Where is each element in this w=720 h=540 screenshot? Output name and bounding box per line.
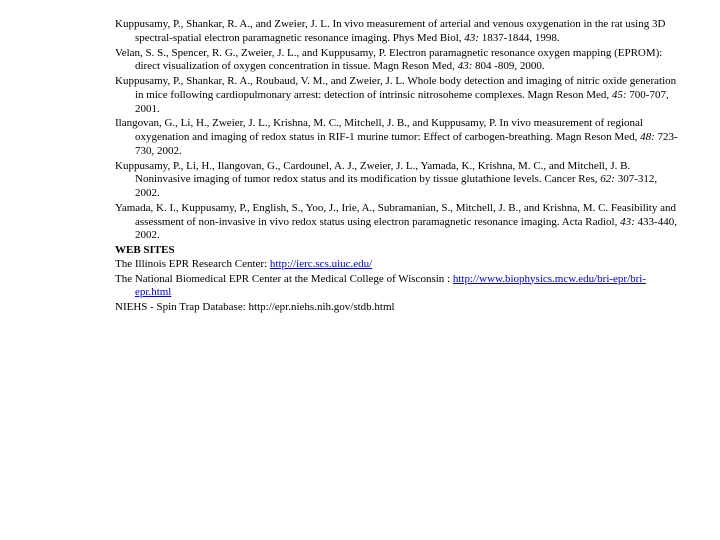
- reference-volume: 62:: [600, 173, 615, 185]
- website-item: The National Biomedical EPR Center at th…: [115, 273, 680, 301]
- website-item: NIEHS - Spin Trap Database: http://epr.n…: [115, 301, 680, 315]
- reference-pages: 804 -809, 2000.: [472, 60, 544, 72]
- reference-item: Kuppusamy, P., Shankar, R. A., Roubaud, …: [115, 75, 680, 116]
- reference-text: Ilangovan, G., Li, H., Zweier, J. L., Kr…: [115, 117, 643, 143]
- website-prefix: NIEHS - Spin Trap Database: http://epr.n…: [115, 301, 395, 313]
- reference-item: Kuppusamy, P., Li, H., Ilangovan, G., Ca…: [115, 160, 680, 201]
- reference-volume: 45:: [612, 89, 627, 101]
- reference-volume: 43:: [620, 216, 635, 228]
- reference-volume: 48:: [640, 131, 655, 143]
- section-header-websites: WEB SITES: [115, 244, 680, 258]
- page-content: Kuppusamy, P., Shankar, R. A., and Zweie…: [0, 0, 720, 336]
- reference-pages: 1837-1844, 1998.: [479, 32, 560, 44]
- reference-item: Ilangovan, G., Li, H., Zweier, J. L., Kr…: [115, 117, 680, 158]
- website-item: The Illinois EPR Research Center: http:/…: [115, 258, 680, 272]
- reference-text: Velan, S. S., Spencer, R. G., Zweier, J.…: [115, 47, 662, 73]
- reference-item: Kuppusamy, P., Shankar, R. A., and Zweie…: [115, 18, 680, 46]
- reference-volume: 43:: [458, 60, 473, 72]
- website-prefix: The Illinois EPR Research Center:: [115, 258, 270, 270]
- reference-text: Yamada, K. I., Kuppusamy, P., English, S…: [115, 202, 676, 228]
- reference-text: Kuppusamy, P., Shankar, R. A., and Zweie…: [115, 18, 665, 44]
- reference-text: Kuppusamy, P., Li, H., Ilangovan, G., Ca…: [115, 160, 630, 186]
- reference-item: Velan, S. S., Spencer, R. G., Zweier, J.…: [115, 47, 680, 75]
- website-link[interactable]: http://ierc.scs.uiuc.edu/: [270, 258, 372, 270]
- reference-item: Yamada, K. I., Kuppusamy, P., English, S…: [115, 202, 680, 243]
- reference-volume: 43:: [464, 32, 479, 44]
- website-prefix: The National Biomedical EPR Center at th…: [115, 273, 453, 285]
- reference-text: Kuppusamy, P., Shankar, R. A., Roubaud, …: [115, 75, 676, 101]
